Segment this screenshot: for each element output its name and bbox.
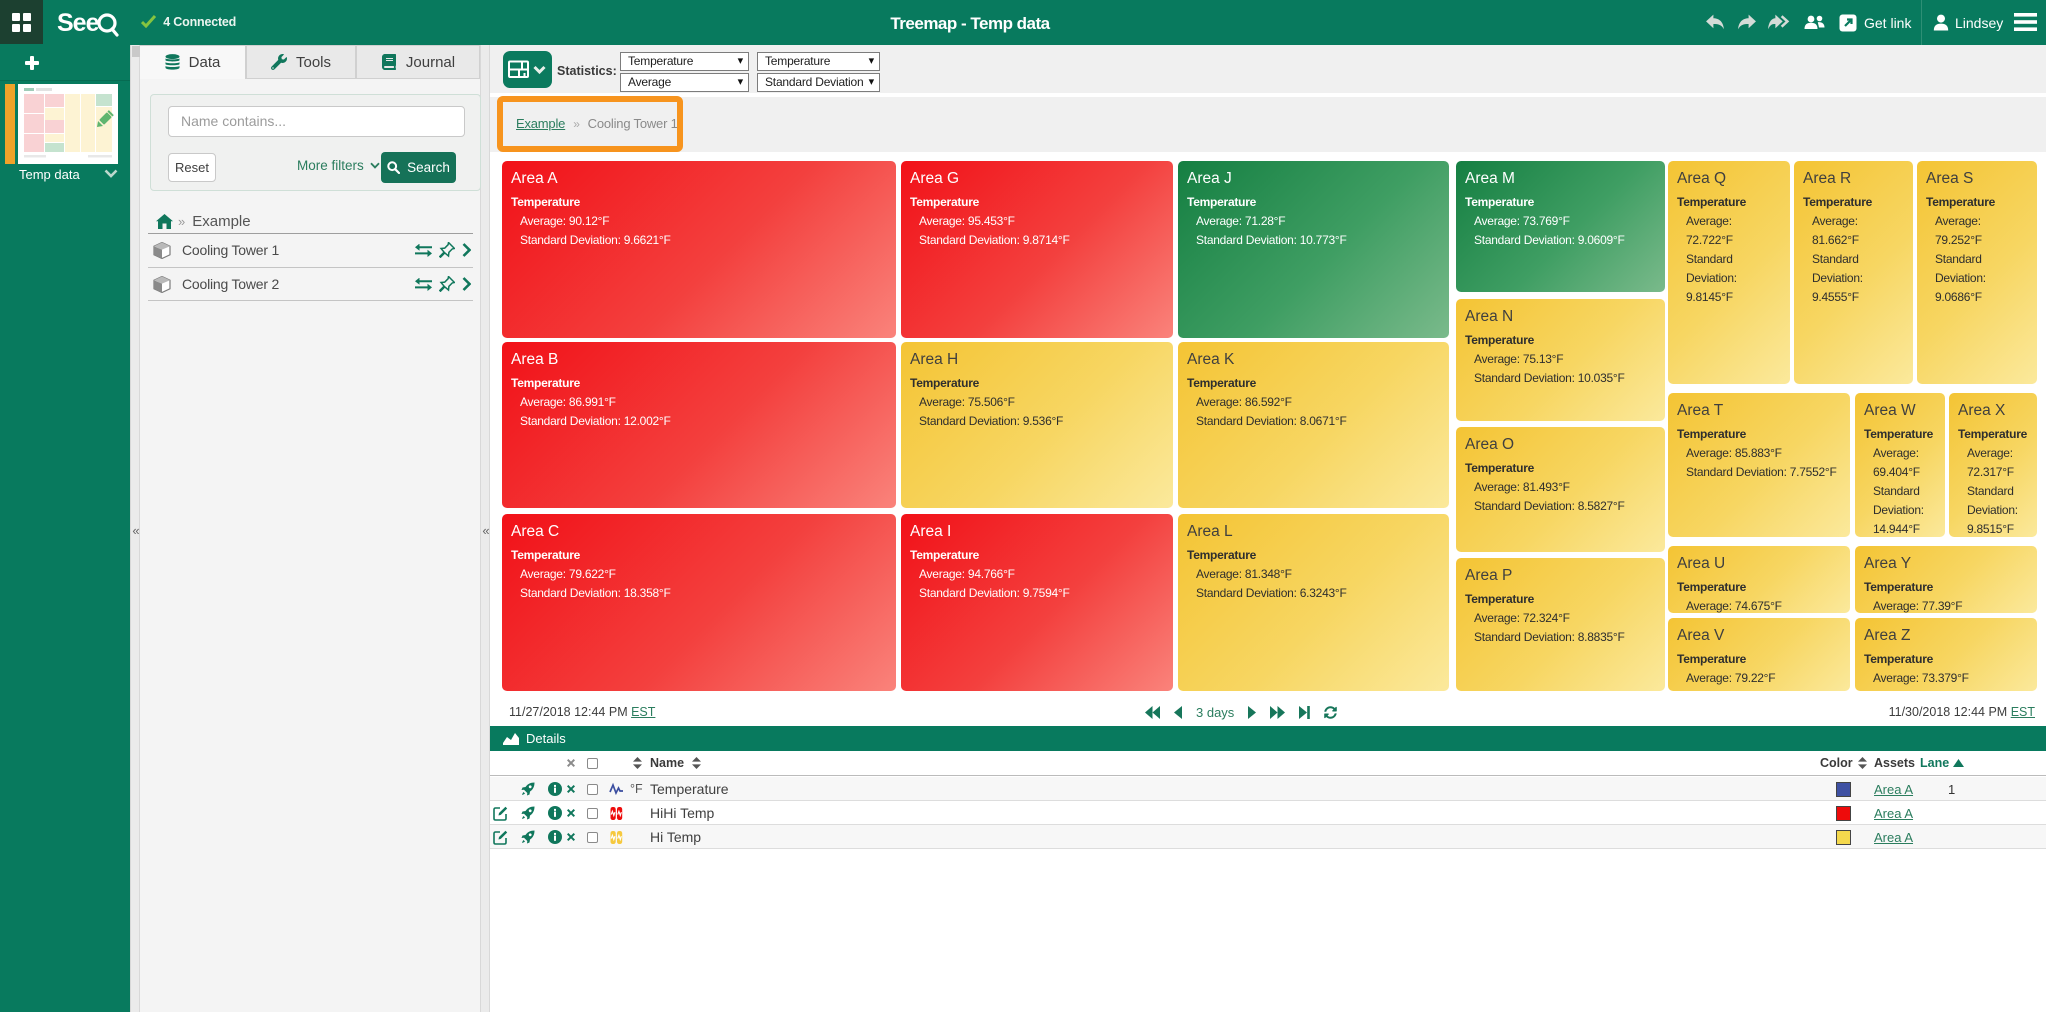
svg-text:See: See <box>57 9 100 37</box>
